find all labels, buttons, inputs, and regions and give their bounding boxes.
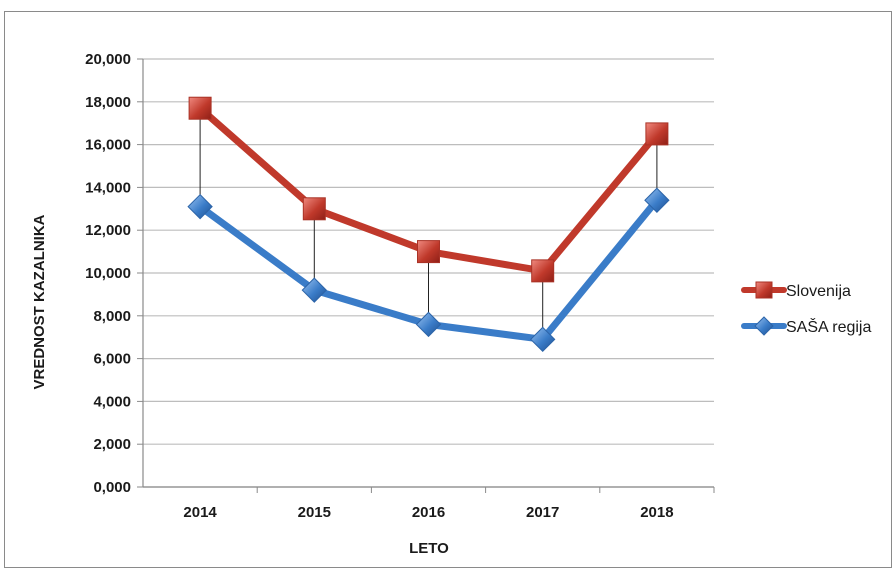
y-tick-label: 18,000 — [85, 94, 131, 111]
legend-label-slovenija: Slovenija — [786, 283, 851, 300]
y-tick-label: 4,000 — [93, 393, 131, 410]
legend-marker-slovenija — [755, 281, 773, 299]
y-tick-label: 16,000 — [85, 137, 131, 154]
y-tick-label: 10,000 — [85, 265, 131, 282]
x-tick-label: 2014 — [183, 504, 217, 521]
x-tick-label: 2017 — [526, 504, 559, 521]
data-point-slovenija — [188, 96, 212, 120]
y-tick-label: 0,000 — [93, 479, 131, 496]
data-point-slovenija — [531, 259, 555, 283]
drop-lines — [199, 108, 658, 340]
y-tick-label: 2,000 — [93, 436, 131, 453]
y-tick-label: 8,000 — [93, 308, 131, 325]
x-tick-label: 2018 — [640, 504, 673, 521]
y-tick-label: 14,000 — [85, 179, 131, 196]
x-tick-label: 2015 — [298, 504, 331, 521]
data-point-slovenija — [417, 240, 440, 264]
data-point-sasa-regija — [529, 326, 556, 353]
y-tick-label: 20,000 — [85, 51, 131, 68]
data-point-slovenija — [302, 197, 326, 221]
legend-marker-sasa-regija — [754, 316, 774, 336]
data-point-sasa-regija — [301, 277, 328, 303]
y-axis-title: VREDNOST KAZALNIKA — [31, 214, 48, 389]
y-axis-ticks: 0,000 2,000 4,000 6,000 8,000 10,000 12,000 14,… — [85, 51, 131, 496]
legend: Slovenija SAŠA regija — [741, 281, 871, 336]
gridlines — [137, 58, 715, 493]
data-point-sasa-regija — [415, 311, 442, 338]
legend-item-slovenija: Slovenija — [741, 281, 851, 300]
x-tick-label: 2016 — [412, 504, 445, 521]
series-markers — [187, 96, 670, 353]
y-tick-label: 6,000 — [93, 351, 131, 368]
legend-label-sasa-regija: SAŠA regija — [786, 317, 871, 336]
x-axis-ticks: 2014 2015 2016 2017 2018 — [183, 504, 673, 521]
y-tick-label: 12,000 — [85, 222, 131, 239]
data-point-slovenija — [645, 122, 669, 146]
data-point-sasa-regija — [187, 193, 213, 220]
data-point-sasa-regija — [644, 187, 670, 213]
x-axis-title: LETO — [409, 540, 449, 557]
legend-item-sasa-regija: SAŠA regija — [741, 316, 871, 336]
